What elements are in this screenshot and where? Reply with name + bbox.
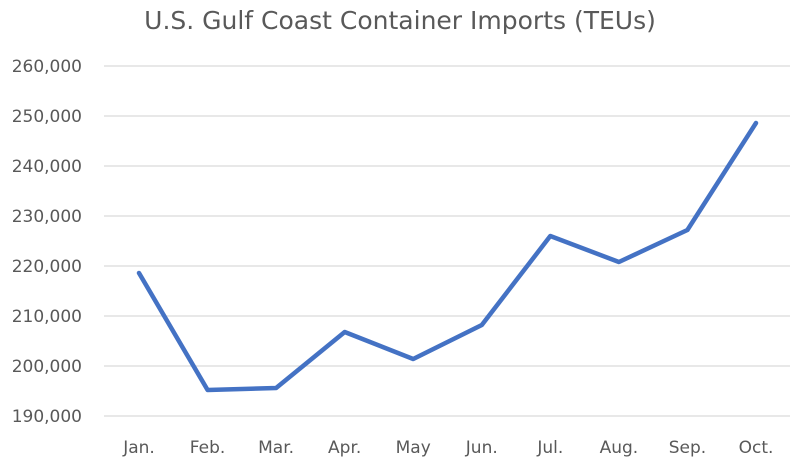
y-tick-label: 240,000 [12, 157, 82, 177]
x-tick-label: Oct. [739, 438, 774, 458]
data-series [136, 120, 759, 393]
x-tick-label: Jan. [122, 438, 155, 458]
y-tick-label: 190,000 [12, 407, 82, 427]
x-tick-label: Feb. [190, 438, 226, 458]
gridlines [104, 65, 790, 417]
x-tick-label: Apr. [328, 438, 361, 458]
x-tick-label: May [396, 438, 431, 458]
y-tick-label: 250,000 [12, 107, 82, 127]
x-tick-label: Jul. [536, 438, 563, 458]
y-tick-label: 210,000 [12, 307, 82, 327]
x-tick-label: Mar. [258, 438, 294, 458]
y-tick-label: 200,000 [12, 357, 82, 377]
chart-title: U.S. Gulf Coast Container Imports (TEUs) [144, 6, 656, 35]
y-tick-label: 260,000 [12, 57, 82, 77]
x-tick-label: Jun. [465, 438, 498, 458]
y-tick-label: 230,000 [12, 207, 82, 227]
x-tick-label: Aug. [600, 438, 639, 458]
y-tick-label: 220,000 [12, 257, 82, 277]
y-axis-labels: 190,000 200,000 210,000 220,000 230,000 240,0… [12, 57, 82, 427]
series-line [136, 120, 759, 393]
x-axis-labels: Jan. Feb. Mar. Apr. May Jun. Jul. Aug. Sep. Oct. [122, 438, 773, 458]
x-tick-label: Sep. [669, 438, 706, 458]
